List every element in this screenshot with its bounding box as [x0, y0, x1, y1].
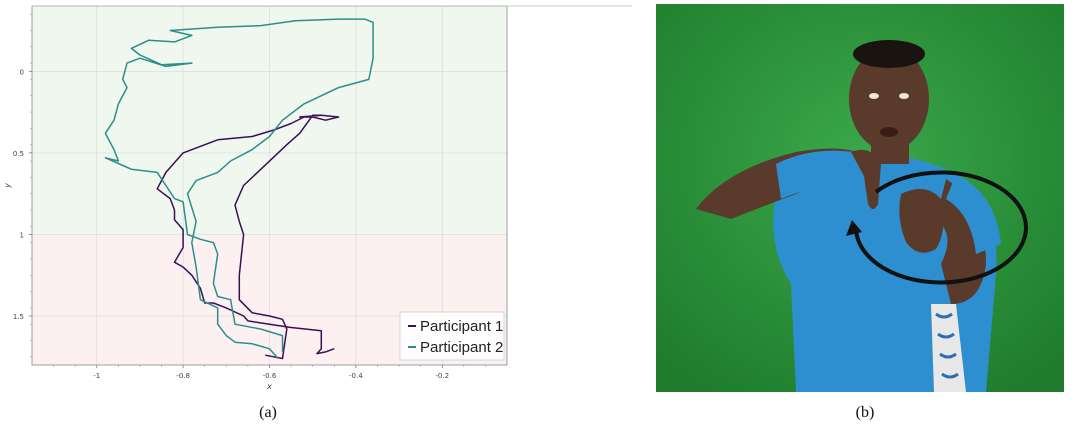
- series-line-participant-2: [104, 18, 374, 359]
- hair: [853, 40, 925, 68]
- axis-ticks: -1 -0.8 -0.6 -0.4 -0.2 0 0.5 1 1.5: [13, 13, 486, 380]
- y-tick-label-1: 0.5: [13, 150, 24, 158]
- x-tick-label-2: -0.6: [263, 372, 277, 380]
- mouth: [880, 127, 898, 137]
- x-tick-label-0: -1: [93, 372, 100, 380]
- legend-label-1: Participant 1: [420, 318, 503, 335]
- legend-box: [399, 311, 505, 361]
- legend-label-2: Participant 2: [420, 339, 503, 356]
- motion-arrow-path: [854, 170, 1028, 285]
- x-axis-label: x: [266, 382, 272, 391]
- left-sleeve: [776, 150, 866, 199]
- patterned-panel: [931, 304, 966, 392]
- right-eye: [899, 93, 909, 99]
- panel-b-caption: (b): [855, 404, 875, 421]
- signer-figure: [696, 40, 1001, 392]
- right-sleeve: [946, 174, 1001, 254]
- motion-arrow-head: [846, 220, 862, 236]
- pattern-marks: [935, 312, 959, 379]
- left-eye: [869, 93, 879, 99]
- pointing-hand: [851, 149, 881, 209]
- y-tick-label-3: 1.5: [13, 313, 24, 321]
- legend: Participant 1 Participant 2: [399, 311, 505, 361]
- right-hand: [899, 189, 944, 253]
- sign-language-photo: [656, 4, 1064, 392]
- series-layer: [104, 18, 374, 360]
- panel-a-caption: (a): [259, 404, 277, 421]
- x-tick-label-3: -0.4: [349, 372, 363, 380]
- y-tick-label-0: 0: [20, 68, 24, 76]
- y-axis-label: y: [3, 183, 12, 189]
- head: [849, 47, 929, 151]
- y-tick-label-2: 1: [20, 231, 24, 239]
- trajectory-chart: -1 -0.8 -0.6 -0.4 -0.2 0 0.5 1 1.5 x y Participa…: [3, 5, 632, 391]
- x-tick-label-1: -0.8: [176, 372, 190, 380]
- x-tick-label-4: -0.2: [435, 372, 449, 380]
